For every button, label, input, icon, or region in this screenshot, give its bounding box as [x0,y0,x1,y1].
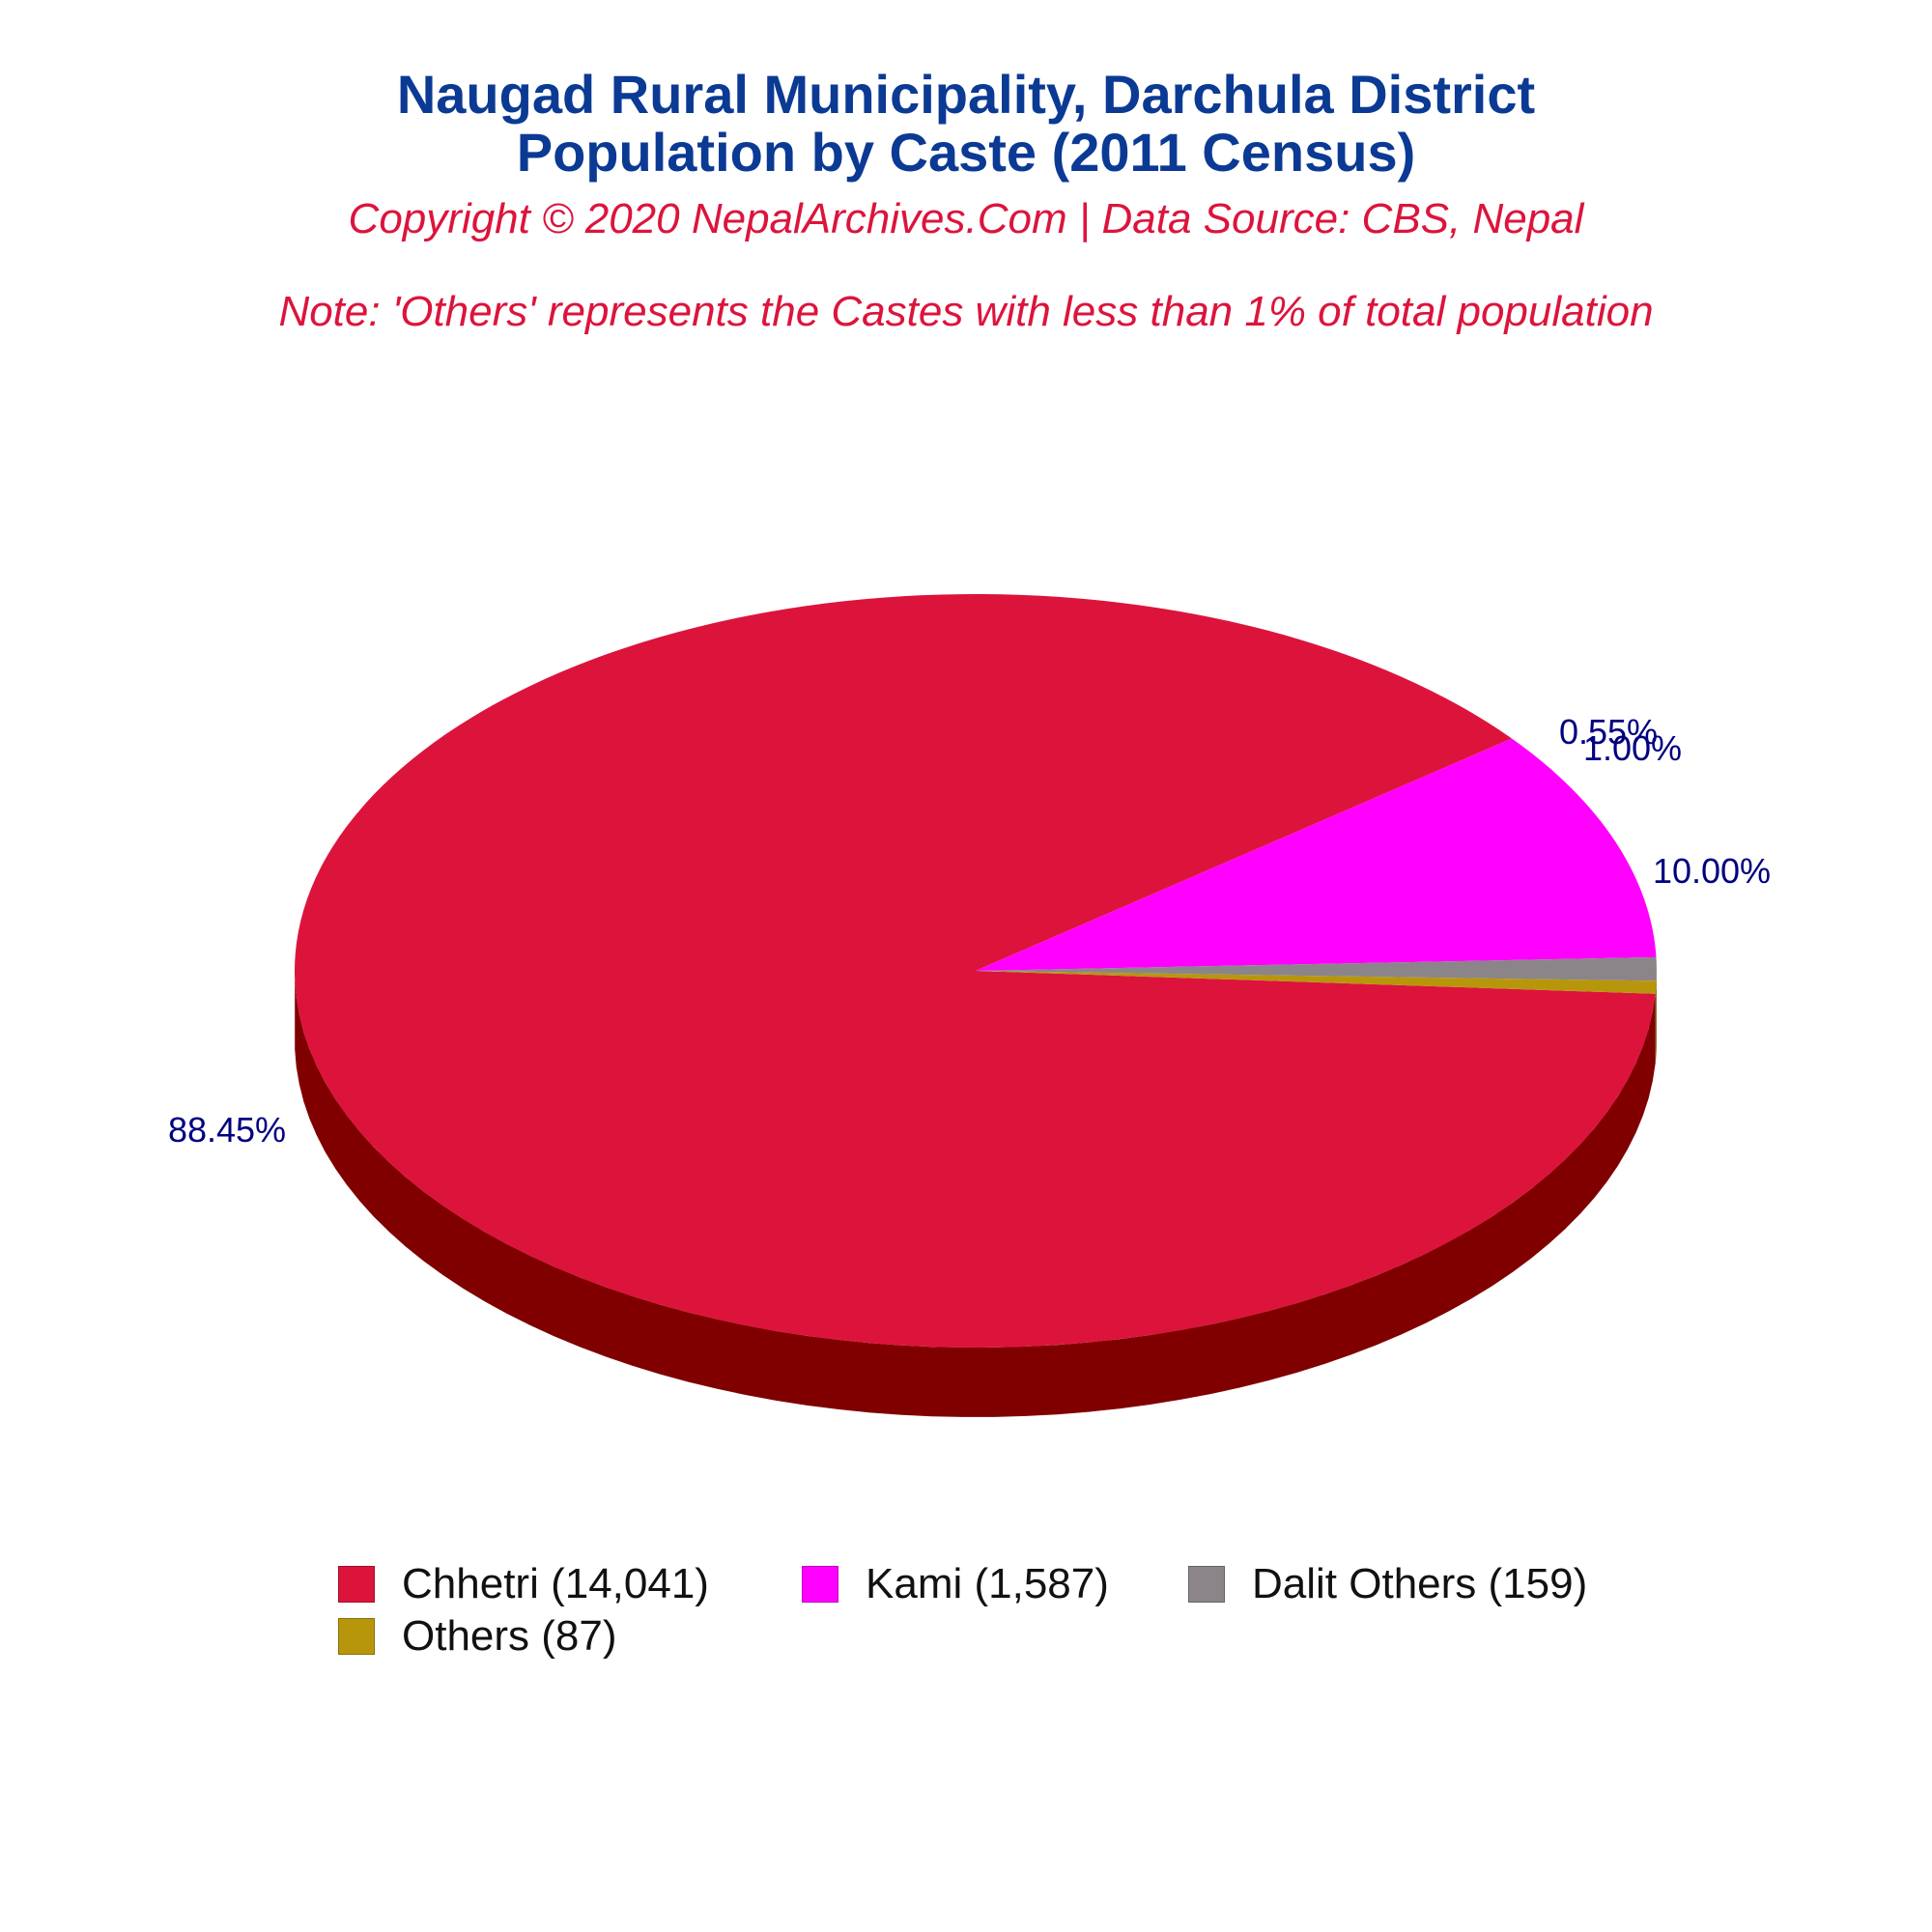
chart-subtitle: Copyright © 2020 NepalArchives.Com | Dat… [348,195,1584,242]
pie-label-2: 1.00% [1583,728,1682,768]
legend-swatch-chhetri [338,1566,375,1603]
legend-swatch-dalit-others [1188,1566,1225,1603]
pie-side-3 [1655,980,1657,1064]
chart-title-line2: Population by Caste (2011 Census) [516,122,1416,183]
legend-item-kami: Kami (1,587) [802,1560,1109,1608]
legend-swatch-kami [802,1566,838,1603]
legend-item-others: Others (87) [338,1612,617,1661]
pie-slice-3 [976,971,1657,994]
chart-note: Note: 'Others' represents the Castes wit… [278,288,1654,335]
legend-label-chhetri: Chhetri (14,041) [402,1560,709,1607]
legend-label-kami: Kami (1,587) [866,1560,1109,1607]
legend-item-dalit-others: Dalit Others (159) [1188,1560,1587,1608]
pie-label-3: 0.55% [1559,712,1658,752]
pie-slice-0 [295,594,1656,1349]
legend-label-others: Others (87) [402,1612,617,1660]
pie-slice-2 [976,956,1657,981]
legend-label-dalit-others: Dalit Others (159) [1252,1560,1588,1607]
pie-label-0: 88.45% [168,1110,286,1150]
chart-title: Naugad Rural Municipality, Darchula Dist… [396,64,1536,125]
pie-side-0 [295,980,1656,1417]
pie-slice-1 [976,738,1657,971]
legend-item-chhetri: Chhetri (14,041) [338,1560,709,1608]
pie-label-1: 10.00% [1653,851,1771,891]
legend-swatch-others [338,1618,375,1655]
